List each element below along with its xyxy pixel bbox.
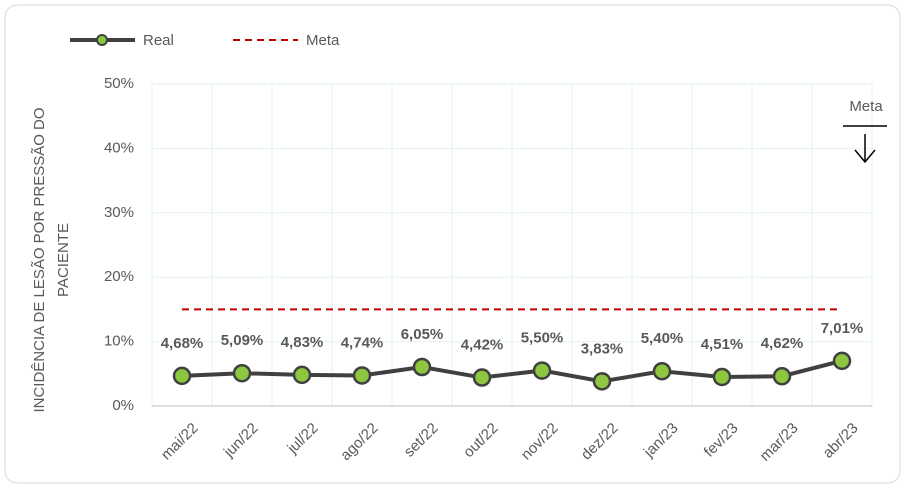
legend-label: Real bbox=[143, 32, 174, 49]
y-tick-label: 0% bbox=[112, 397, 134, 414]
data-label: 4,68% bbox=[161, 335, 204, 352]
legend-label: Meta bbox=[306, 32, 340, 49]
y-axis-title: INCIDÊNCIA DE LESÃO POR PRESSÃO DO PACIEN… bbox=[31, 107, 72, 412]
y-tick-label: 20% bbox=[104, 268, 134, 285]
data-label: 7,01% bbox=[821, 320, 864, 337]
annotation: Meta bbox=[849, 98, 883, 115]
y-tick-label: 50% bbox=[104, 75, 134, 92]
data-label: 4,74% bbox=[341, 334, 384, 351]
data-label: 4,51% bbox=[701, 336, 744, 353]
data-label: 3,83% bbox=[581, 340, 624, 357]
y-tick-label: 30% bbox=[104, 204, 134, 221]
point bbox=[412, 357, 432, 377]
point bbox=[832, 351, 852, 371]
data-label: 5,50% bbox=[521, 330, 564, 347]
legend-marker bbox=[96, 34, 108, 46]
point bbox=[292, 365, 312, 385]
y-tick-label: 40% bbox=[104, 139, 134, 156]
point bbox=[592, 372, 612, 391]
data-label: 4,42% bbox=[461, 337, 504, 354]
data-label: 5,09% bbox=[221, 332, 264, 349]
point bbox=[712, 367, 732, 387]
point bbox=[172, 366, 192, 386]
point bbox=[232, 363, 252, 383]
point bbox=[652, 361, 672, 381]
y-tick-label: 10% bbox=[104, 333, 134, 350]
point bbox=[532, 361, 552, 380]
point bbox=[772, 366, 792, 386]
annotation-arrow bbox=[854, 134, 876, 164]
data-label: 6,05% bbox=[401, 326, 444, 343]
y-axis-title-line: INCIDÊNCIA DE LESÃO POR PRESSÃO DO bbox=[31, 107, 48, 412]
data-label: 4,62% bbox=[761, 335, 804, 352]
data-label: 4,83% bbox=[281, 334, 324, 351]
point bbox=[472, 368, 492, 387]
point bbox=[352, 366, 372, 385]
y-axis-title-line: PACIENTE bbox=[55, 223, 72, 297]
series-line bbox=[181, 358, 843, 384]
data-label: 5,40% bbox=[641, 330, 684, 347]
